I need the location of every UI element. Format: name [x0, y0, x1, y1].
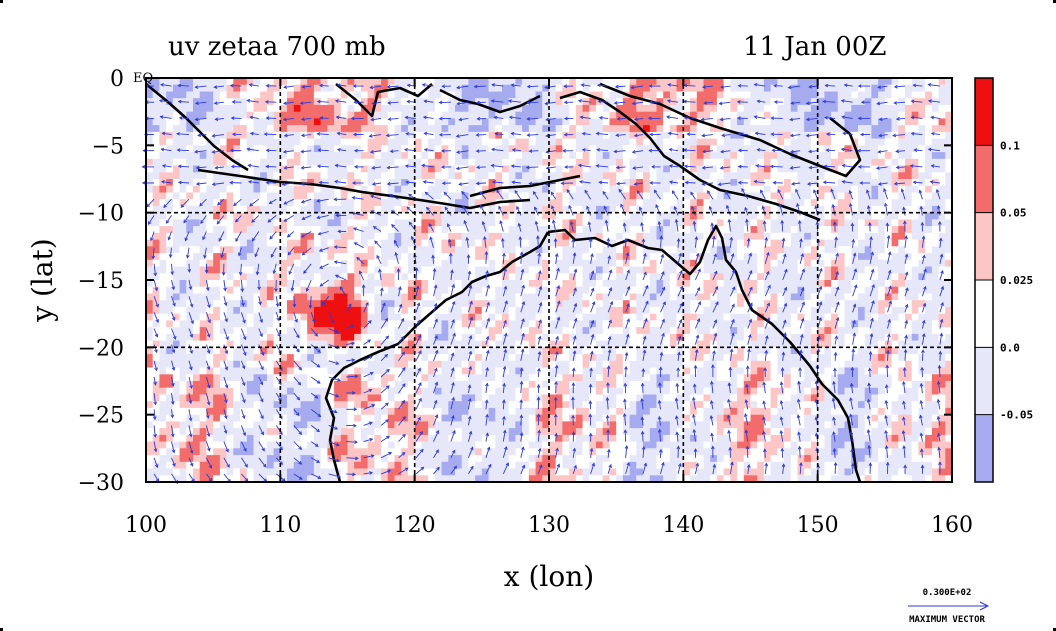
coast-australia — [547, 224, 862, 482]
coast-borneo — [335, 82, 433, 118]
colorbar-label: 0.0 — [1000, 341, 1020, 354]
reference-vector: 0.300E+02 MAXIMUM VECTOR — [908, 588, 990, 625]
reference-vector-label: MAXIMUM VECTOR — [909, 615, 985, 625]
colorbar: 0.1 0.05 0.025 0.0 -0.05 — [974, 77, 1033, 483]
y-axis-label: y (lat) — [26, 238, 59, 322]
x-axis-label: x (lon) — [504, 560, 594, 593]
chart-subtitle: 11 Jan 00Z — [743, 32, 886, 62]
vorticity-field — [146, 78, 952, 482]
x-tick-labels: 100 110 120 130 140 150 160 — [125, 513, 973, 538]
x-tick-label: 150 — [797, 513, 839, 538]
colorbar-band — [975, 145, 993, 214]
y-tick-label: −10 — [78, 202, 124, 227]
y-tick-label: −15 — [78, 269, 124, 294]
y-tick-labels: 0 −5 −10 −15 −20 −25 −30 — [78, 67, 124, 496]
x-tick-label: 160 — [931, 513, 973, 538]
colorbar-band — [975, 212, 993, 281]
colorbar-band — [975, 414, 993, 483]
x-tick-label: 100 — [125, 513, 167, 538]
y-tick-label: 0 — [110, 67, 124, 92]
colorbar-label: 0.05 — [1000, 207, 1027, 220]
x-tick-label: 130 — [528, 513, 570, 538]
coast-newguinea-north — [599, 82, 862, 178]
eq-label: EQ — [133, 71, 153, 86]
colorbar-band — [975, 280, 993, 348]
y-tick-label: −5 — [92, 134, 124, 159]
coast-java — [197, 168, 531, 210]
axis-ticks — [145, 77, 953, 483]
colorbar-label: 0.1 — [1000, 139, 1020, 152]
colorbar-band — [975, 78, 993, 146]
y-tick-label: −25 — [78, 404, 124, 429]
coast-sulawesi — [439, 88, 541, 114]
y-tick-label: −30 — [78, 471, 124, 496]
colorbar-label: -0.05 — [1000, 409, 1033, 422]
x-tick-label: 120 — [394, 513, 436, 538]
wind-vectors — [141, 82, 945, 484]
chart-title: uv zetaa 700 mb — [168, 32, 386, 62]
x-tick-label: 140 — [662, 513, 704, 538]
colorbar-band — [975, 347, 993, 416]
reference-vector-value: 0.300E+02 — [923, 588, 972, 598]
colorbar-label: 0.025 — [1000, 274, 1033, 287]
coast-australia-west — [324, 231, 550, 482]
coast-timor — [469, 174, 581, 198]
x-tick-label: 110 — [259, 513, 301, 538]
y-tick-label: −20 — [78, 336, 124, 361]
grid — [146, 78, 952, 482]
